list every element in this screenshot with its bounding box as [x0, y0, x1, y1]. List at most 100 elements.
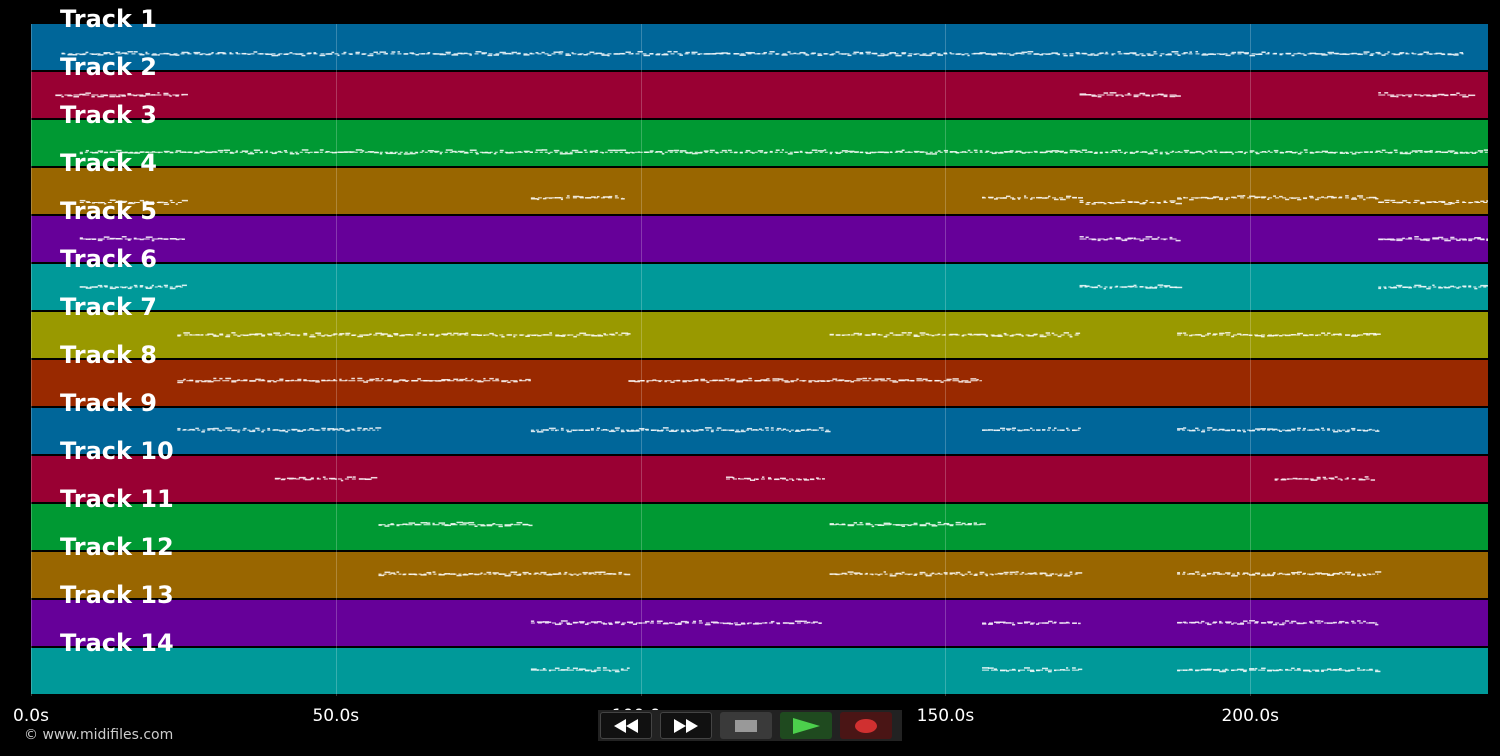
note: [614, 670, 620, 673]
note: [1363, 151, 1369, 153]
note: [207, 333, 214, 335]
track-row[interactable]: Track 3: [31, 103, 1488, 166]
note: [97, 201, 103, 204]
note: [504, 574, 511, 577]
note: [1357, 667, 1360, 670]
track-row[interactable]: Track 9: [31, 391, 1488, 454]
note: [769, 51, 775, 53]
note: [1321, 332, 1326, 334]
track-notes: [79, 149, 1488, 155]
note: [542, 621, 550, 623]
note: [225, 427, 233, 429]
note: [1321, 620, 1324, 623]
note: [1480, 238, 1485, 241]
note: [139, 199, 145, 202]
note: [115, 200, 120, 203]
note: [626, 667, 630, 669]
note: [883, 151, 890, 154]
note: [667, 149, 674, 152]
note: [91, 95, 95, 98]
note: [553, 149, 560, 152]
note: [445, 149, 453, 151]
track-row[interactable]: Track 6: [31, 247, 1488, 310]
fast-forward-button[interactable]: [660, 712, 712, 739]
note: [913, 574, 917, 576]
note: [530, 430, 536, 433]
note: [1399, 152, 1407, 155]
note: [481, 151, 489, 154]
note: [582, 571, 588, 574]
note: [321, 379, 326, 382]
note: [177, 335, 181, 337]
note: [363, 334, 369, 336]
track-row[interactable]: Track 8: [31, 343, 1488, 406]
note: [1003, 53, 1006, 55]
note: [1468, 94, 1476, 97]
track-row[interactable]: Track 12: [31, 535, 1488, 598]
note: [369, 378, 375, 381]
note: [175, 238, 180, 241]
track-area[interactable]: Track 1 Track 2 Track 3 Track 4 Track 5 Track…: [31, 7, 1488, 696]
note: [489, 377, 494, 380]
note: [1081, 149, 1088, 151]
note: [770, 427, 774, 429]
note: [1147, 54, 1154, 56]
note: [402, 523, 408, 525]
note: [625, 152, 631, 154]
note: [769, 150, 773, 153]
rewind-button[interactable]: [600, 712, 652, 739]
note: [615, 332, 618, 334]
note: [1151, 287, 1158, 289]
track-row[interactable]: Track 11: [31, 487, 1488, 550]
note: [806, 621, 811, 624]
note: [1375, 197, 1379, 200]
note: [1127, 201, 1133, 203]
note: [1099, 152, 1103, 154]
note: [481, 52, 488, 54]
note: [315, 381, 320, 383]
stop-button[interactable]: [720, 712, 772, 739]
note: [1207, 427, 1213, 429]
track-row[interactable]: Track 2: [31, 55, 1488, 118]
note: [1051, 150, 1059, 152]
note: [1369, 622, 1375, 624]
track-row[interactable]: Track 4: [31, 151, 1488, 214]
rewind-icon: [614, 718, 638, 733]
record-button[interactable]: [840, 712, 892, 739]
track-row[interactable]: Track 7: [31, 295, 1488, 358]
note: [139, 238, 144, 241]
track-row[interactable]: Track 1: [31, 7, 1488, 70]
note: [994, 198, 998, 200]
note: [169, 238, 177, 240]
note: [1297, 427, 1301, 430]
note: [511, 51, 518, 54]
note: [1009, 335, 1014, 337]
track-row[interactable]: Track 5: [31, 199, 1488, 262]
note: [736, 380, 744, 383]
track-row[interactable]: Track 13: [31, 583, 1488, 646]
note: [907, 332, 912, 334]
note: [199, 150, 205, 153]
note: [367, 54, 374, 57]
note: [1273, 623, 1278, 626]
track-row[interactable]: Track 14: [31, 631, 1488, 694]
note: [1189, 151, 1196, 154]
note: [175, 285, 181, 288]
note: [217, 149, 224, 152]
track-row[interactable]: Track 10: [31, 439, 1488, 502]
note: [1375, 150, 1381, 153]
note: [943, 149, 949, 152]
note: [1201, 620, 1205, 623]
note: [1378, 201, 1385, 203]
note: [187, 151, 192, 154]
note: [606, 573, 613, 575]
note: [943, 52, 948, 54]
note: [439, 53, 447, 56]
note: [1177, 669, 1181, 672]
note: [673, 149, 680, 152]
note: [674, 623, 682, 626]
note: [1069, 54, 1074, 57]
play-button[interactable]: [780, 712, 832, 739]
note: [1087, 151, 1093, 153]
note: [1103, 238, 1108, 241]
